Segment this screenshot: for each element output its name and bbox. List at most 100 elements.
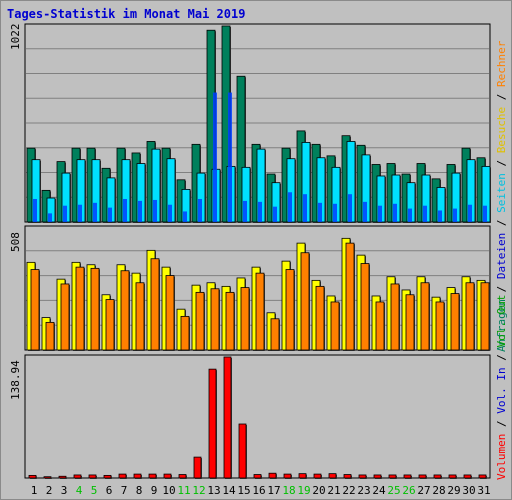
bar-sites — [150, 258, 160, 351]
bar-pages — [483, 205, 487, 222]
bar-volume — [178, 474, 187, 479]
x-tick-label: 14 — [222, 484, 236, 497]
legend-bottom-part: / — [495, 348, 508, 368]
bar-pages — [273, 206, 277, 222]
bar-volume — [313, 473, 322, 479]
bar-sites — [330, 301, 340, 351]
bar-volume — [73, 474, 82, 479]
bar-sites — [105, 299, 115, 351]
y-max-label-2: 508 — [9, 232, 22, 252]
bar-sites — [30, 269, 40, 351]
bar-sites — [390, 283, 400, 351]
bar-pages — [348, 194, 352, 222]
bar-pages — [123, 198, 127, 222]
legend-top-part: Besuche — [495, 107, 508, 153]
x-tick-label: 1 — [31, 484, 38, 497]
y-max-label-3: 138.94 — [9, 360, 22, 400]
bar-volume — [118, 473, 127, 479]
x-tick-label: 13 — [207, 484, 220, 497]
plot-frame-3 — [24, 354, 491, 479]
x-tick-label: 7 — [121, 484, 128, 497]
legend-top-part: / — [495, 279, 508, 299]
bar-pages — [198, 198, 202, 222]
bar-sites — [285, 269, 295, 351]
x-tick-label: 3 — [61, 484, 68, 497]
bar-sites — [60, 283, 70, 351]
bar-sites — [165, 275, 175, 351]
legend-top-part: Anfragen — [495, 299, 508, 352]
bar-pages — [153, 199, 157, 222]
legend-top-part: / — [495, 87, 508, 107]
bar-volume — [358, 474, 367, 479]
bar-volume — [58, 475, 67, 479]
x-tick-label: 16 — [252, 484, 265, 497]
x-tick-label: 5 — [91, 484, 98, 497]
bar-pages — [393, 203, 397, 222]
bar-volume — [88, 474, 97, 479]
bar-sites — [480, 282, 490, 351]
x-tick-label: 2 — [46, 484, 53, 497]
bar-pages — [48, 213, 52, 222]
bar-pages — [168, 204, 172, 222]
bar-pages — [78, 204, 82, 222]
x-tick-label: 11 — [177, 484, 190, 497]
bar-sites — [75, 266, 85, 351]
x-tick-label: 17 — [267, 484, 280, 497]
bar-pages — [453, 208, 457, 222]
legend-top-part: Seiten — [495, 173, 508, 213]
legend-top-part: Rechner — [495, 40, 508, 87]
bar-hits — [236, 75, 246, 223]
x-tick-label: 19 — [297, 484, 310, 497]
bar-sites — [450, 293, 460, 351]
bar-sites — [435, 301, 445, 351]
x-tick-label: 8 — [136, 484, 143, 497]
bar-volume — [193, 456, 202, 479]
bar-sites — [270, 318, 280, 351]
x-tick-label: 10 — [162, 484, 175, 497]
bar-sites — [345, 242, 355, 351]
bar-volume — [373, 474, 382, 479]
bar-sites — [45, 321, 55, 351]
bar-pages — [378, 205, 382, 222]
bar-sites — [90, 267, 100, 351]
bar-volume — [298, 473, 307, 479]
bar-pages — [423, 205, 427, 222]
bar-sites — [465, 282, 475, 351]
legend-top-part: Dateien — [495, 233, 508, 279]
x-tick-label: 25 — [387, 484, 400, 497]
y-max-label-1: 1022 — [9, 24, 22, 51]
x-tick-label: 30 — [462, 484, 475, 497]
bar-pages — [408, 208, 412, 222]
bar-volume — [283, 473, 292, 479]
bar-sites — [420, 282, 430, 351]
bar-pages — [468, 204, 472, 222]
bar-pages — [363, 201, 367, 222]
bar-pages — [213, 92, 217, 222]
bar-volume — [208, 368, 217, 479]
bar-pages — [318, 202, 322, 222]
bar-sites — [315, 285, 325, 351]
bar-pages — [138, 200, 142, 222]
bar-pages — [333, 203, 337, 222]
legend-top: Anfragen / Dateien / Seiten / Besuche / … — [495, 40, 508, 352]
x-tick-label: 29 — [447, 484, 460, 497]
bar-volume — [133, 473, 142, 479]
bar-sites — [210, 288, 220, 351]
bar-volume — [418, 474, 427, 479]
x-tick-label: 12 — [192, 484, 205, 497]
bar-pages — [258, 201, 262, 222]
bar-volume — [43, 476, 52, 479]
bar-pages — [33, 198, 37, 222]
bar-sites — [405, 294, 415, 351]
x-tick-label: 27 — [417, 484, 430, 497]
x-tick-label: 22 — [342, 484, 355, 497]
bar-volume — [403, 474, 412, 479]
bar-sites — [135, 282, 145, 351]
bar-volume — [328, 473, 337, 479]
legend-bottom-part: Vol. Out — [495, 295, 508, 348]
bar-pages — [108, 207, 112, 222]
bar-sites — [300, 252, 310, 351]
bar-sites — [195, 291, 205, 351]
